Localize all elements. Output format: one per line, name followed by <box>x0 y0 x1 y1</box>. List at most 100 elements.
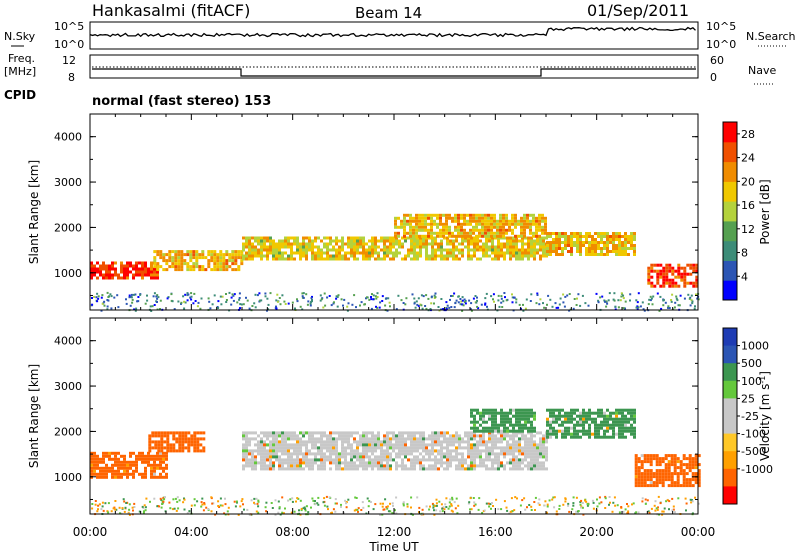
data-cell <box>422 437 425 441</box>
data-cell <box>168 256 172 260</box>
data-cell <box>482 420 485 424</box>
data-cell <box>344 449 347 453</box>
data-cell <box>108 466 111 470</box>
data-cell <box>248 464 251 468</box>
data-cell <box>664 472 668 476</box>
data-cell <box>600 232 603 235</box>
data-cell <box>153 292 156 295</box>
x-tick-label: 08:00 <box>275 525 310 539</box>
data-cell <box>173 308 176 311</box>
data-cell <box>617 299 620 302</box>
data-cell <box>254 464 257 468</box>
data-cell <box>676 460 680 464</box>
data-cell <box>668 500 671 503</box>
data-cell <box>128 294 131 297</box>
data-cell <box>491 239 494 243</box>
data-cell <box>90 457 93 461</box>
data-cell <box>464 302 467 305</box>
data-cell <box>647 275 651 279</box>
data-cell <box>612 238 615 241</box>
data-cell <box>435 504 438 507</box>
data-cell <box>251 461 254 465</box>
data-cell <box>688 484 692 488</box>
data-cell <box>606 414 609 418</box>
data-cell <box>386 505 389 508</box>
data-cell <box>272 251 275 255</box>
data-cell <box>155 295 158 298</box>
data-cell <box>630 235 633 238</box>
data-cell <box>353 437 356 441</box>
data-cell <box>419 467 422 471</box>
data-cell <box>359 251 362 255</box>
data-cell <box>639 305 642 308</box>
data-cell <box>377 257 380 261</box>
data-cell <box>362 251 365 255</box>
data-cell <box>96 457 99 461</box>
data-cell <box>159 308 161 310</box>
data-cell <box>93 267 96 271</box>
data-cell <box>524 417 527 421</box>
data-cell <box>242 245 245 249</box>
data-cell <box>341 440 344 444</box>
data-cell <box>311 437 314 441</box>
data-cell <box>494 245 497 249</box>
velocity-colorbar-swatch <box>723 468 737 487</box>
data-cell <box>128 508 131 511</box>
data-cell <box>582 426 585 430</box>
data-cell <box>397 294 400 297</box>
data-cell <box>662 284 666 288</box>
y-tick-label: 1000 <box>54 471 82 484</box>
data-cell <box>248 449 251 453</box>
data-cell <box>365 242 368 246</box>
data-cell <box>667 463 671 467</box>
data-cell <box>552 244 555 247</box>
data-cell <box>637 292 640 295</box>
data-cell <box>424 222 427 226</box>
data-cell <box>428 467 431 471</box>
data-cell <box>398 437 401 441</box>
data-cell <box>216 253 220 257</box>
data-cell <box>536 443 539 447</box>
data-cell <box>476 411 479 415</box>
data-cell <box>413 449 416 453</box>
data-cell <box>382 502 384 505</box>
data-cell <box>630 408 633 412</box>
data-cell <box>419 452 422 456</box>
data-cell <box>168 501 171 504</box>
data-cell <box>105 469 108 473</box>
data-cell <box>493 216 496 220</box>
data-cell <box>105 463 108 467</box>
data-cell <box>615 408 618 412</box>
data-cell <box>485 254 488 258</box>
data-cell <box>506 239 509 243</box>
data-cell <box>335 502 338 505</box>
data-cell <box>383 257 386 261</box>
data-cell <box>281 443 284 447</box>
data-cell <box>612 420 615 424</box>
data-cell <box>198 268 202 272</box>
data-cell <box>690 299 693 302</box>
data-cell <box>226 510 229 513</box>
data-cell <box>395 452 398 456</box>
data-cell <box>587 304 590 307</box>
data-cell <box>494 408 497 412</box>
y-tick-label: 4000 <box>54 335 82 348</box>
data-cell <box>96 270 99 274</box>
data-cell <box>189 250 193 254</box>
data-cell <box>353 236 356 240</box>
data-cell <box>573 408 576 412</box>
data-cell <box>533 429 536 433</box>
data-cell <box>335 239 338 243</box>
data-cell <box>257 440 260 444</box>
data-cell <box>421 222 424 226</box>
data-cell <box>633 414 636 418</box>
data-cell <box>335 257 338 261</box>
data-cell <box>326 245 329 249</box>
data-cell <box>561 435 564 439</box>
data-cell <box>153 454 156 458</box>
data-cell <box>488 236 491 240</box>
power-cells <box>90 213 700 312</box>
data-cell <box>272 245 275 249</box>
data-cell <box>177 250 181 254</box>
data-cell <box>561 232 564 235</box>
